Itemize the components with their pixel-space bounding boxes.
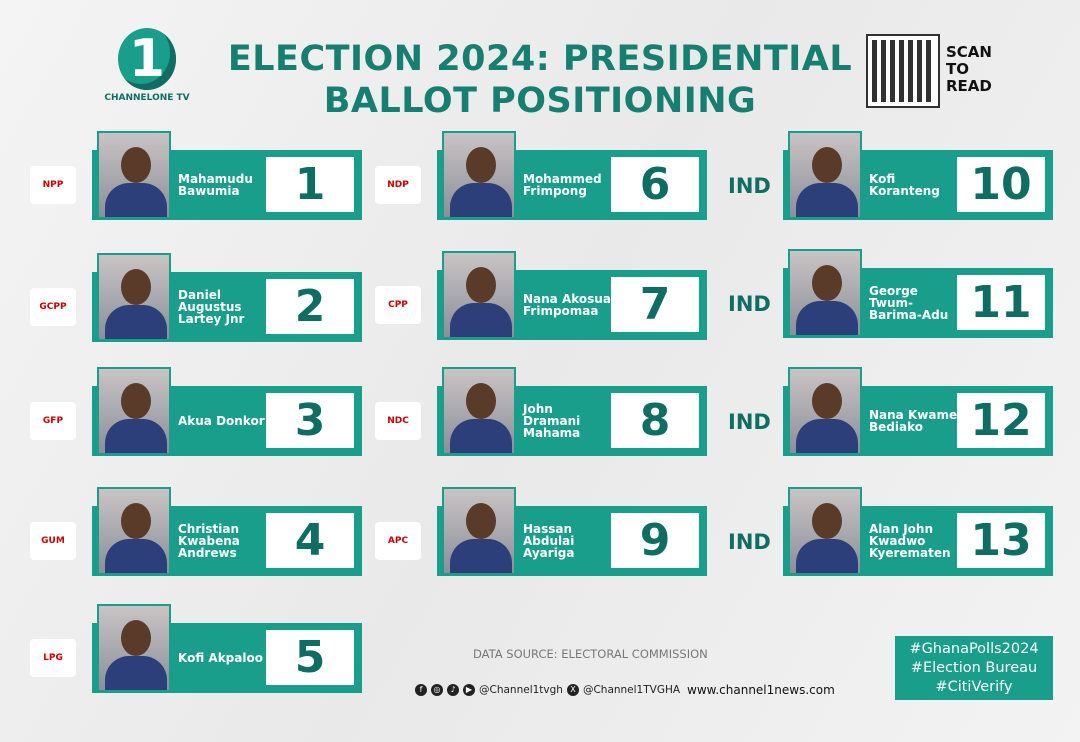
ballot-position: 1	[266, 157, 354, 212]
scan-to-read-label: SCAN TO READ	[946, 43, 992, 95]
independent-label: IND	[728, 410, 771, 434]
social-handles: f ◎ ♪ ▶ @Channel1tvgh X @Channel1TVGHA	[415, 684, 680, 696]
candidate-card: George Twum-Barima-Adu 11	[783, 249, 1053, 338]
candidate-name: Alan John Kwadwo Kyerematen	[869, 522, 951, 560]
independent-label: IND	[728, 292, 771, 316]
hashtags-box: #GhanaPolls2024 #Election Bureau #CitiVe…	[895, 636, 1053, 700]
candidate-photo	[788, 131, 862, 219]
candidate-name: Kofi Akpaloo	[178, 651, 263, 665]
candidate-photo	[97, 487, 171, 575]
candidate-photo	[788, 487, 862, 575]
page-title: ELECTION 2024: PRESIDENTIAL BALLOT POSIT…	[227, 39, 853, 121]
ballot-position: 4	[266, 513, 354, 568]
candidate-name: Christian Kwabena Andrews	[178, 522, 240, 560]
handle-channel1tvgha[interactable]: @Channel1TVGHA	[582, 684, 681, 696]
candidate-photo	[442, 131, 516, 219]
candidate-photo	[97, 604, 171, 692]
candidate-card: Mohammed Frimpong 6	[437, 131, 707, 220]
logo-mark: 1	[118, 28, 176, 90]
channelone-logo: 1 CHANNELONE TV	[92, 28, 202, 103]
candidate-card: Nana Kwame Bediako 12	[783, 367, 1053, 456]
instagram-icon[interactable]: ◎	[431, 684, 443, 696]
hashtag: #GhanaPolls2024	[909, 641, 1039, 657]
ballot-position: 5	[266, 630, 354, 685]
candidate-photo	[788, 249, 862, 337]
website-link[interactable]: www.channel1news.com	[687, 683, 835, 697]
candidate-photo	[788, 367, 862, 455]
ballot-position: 6	[611, 157, 699, 212]
qr-code[interactable]	[866, 34, 940, 108]
candidate-name: Nana Kwame Bediako	[869, 408, 958, 434]
independent-label: IND	[728, 530, 771, 554]
candidate-name: Hassan Abdulai Ayariga	[523, 522, 575, 560]
ballot-position: 3	[266, 393, 354, 448]
tiktok-icon[interactable]: ♪	[447, 684, 459, 696]
ballot-position: 7	[611, 277, 699, 332]
candidate-card: Mahamudu Bawumia 1	[92, 131, 362, 220]
candidate-photo	[97, 253, 171, 341]
candidate-photo	[442, 487, 516, 575]
candidate-name: Nana Akosua Frimpomaa	[523, 292, 611, 318]
youtube-icon[interactable]: ▶	[463, 684, 475, 696]
ballot-position: 13	[957, 513, 1045, 568]
candidate-name: John Dramani Mahama	[523, 402, 581, 440]
candidate-name: Kofi Koranteng	[869, 172, 940, 198]
candidate-card: John Dramani Mahama 8	[437, 367, 707, 456]
party-logo: GCPP	[30, 288, 76, 326]
logo-text: CHANNELONE TV	[104, 93, 190, 103]
candidate-photo	[442, 367, 516, 455]
hashtag: #Election Bureau	[910, 660, 1038, 676]
candidate-name: Akua Donkor	[178, 414, 265, 428]
ballot-position: 11	[957, 275, 1045, 330]
candidate-name: George Twum-Barima-Adu	[869, 284, 949, 322]
party-logo: GUM	[30, 522, 76, 560]
party-logo: GFP	[30, 402, 76, 440]
ballot-position: 12	[957, 393, 1045, 448]
candidate-name: Mahamudu Bawumia	[178, 172, 253, 198]
ballot-position: 8	[611, 393, 699, 448]
candidate-card: Alan John Kwadwo Kyerematen 13	[783, 487, 1053, 576]
data-source: DATA SOURCE: ELECTORAL COMMISSION	[473, 647, 708, 661]
candidate-card: Nana Akosua Frimpomaa 7	[437, 251, 707, 340]
ballot-position: 2	[266, 279, 354, 334]
hashtag: #CitiVerify	[935, 679, 1013, 695]
party-logo: APC	[375, 522, 421, 560]
party-logo: CPP	[375, 286, 421, 324]
candidate-name: Daniel Augustus Lartey Jnr	[178, 288, 245, 326]
facebook-icon[interactable]: f	[415, 684, 427, 696]
candidate-photo	[442, 251, 516, 339]
candidate-card: Christian Kwabena Andrews 4	[92, 487, 362, 576]
party-logo: LPG	[30, 639, 76, 677]
party-logo: NPP	[30, 166, 76, 204]
party-logo: NDP	[375, 166, 421, 204]
candidate-photo	[97, 131, 171, 219]
candidate-card: Kofi Koranteng 10	[783, 131, 1053, 220]
party-logo: NDC	[375, 402, 421, 440]
ballot-position: 9	[611, 513, 699, 568]
candidate-card: Akua Donkor 3	[92, 367, 362, 456]
candidate-photo	[97, 367, 171, 455]
ballot-position: 10	[957, 157, 1045, 212]
x-icon[interactable]: X	[566, 684, 579, 696]
independent-label: IND	[728, 174, 771, 198]
candidate-card: Daniel Augustus Lartey Jnr 2	[92, 253, 362, 342]
candidate-name: Mohammed Frimpong	[523, 172, 602, 198]
handle-channel1tvgh[interactable]: @Channel1tvgh	[479, 684, 563, 696]
candidate-card: Hassan Abdulai Ayariga 9	[437, 487, 707, 576]
candidate-card: Kofi Akpaloo 5	[92, 604, 362, 693]
